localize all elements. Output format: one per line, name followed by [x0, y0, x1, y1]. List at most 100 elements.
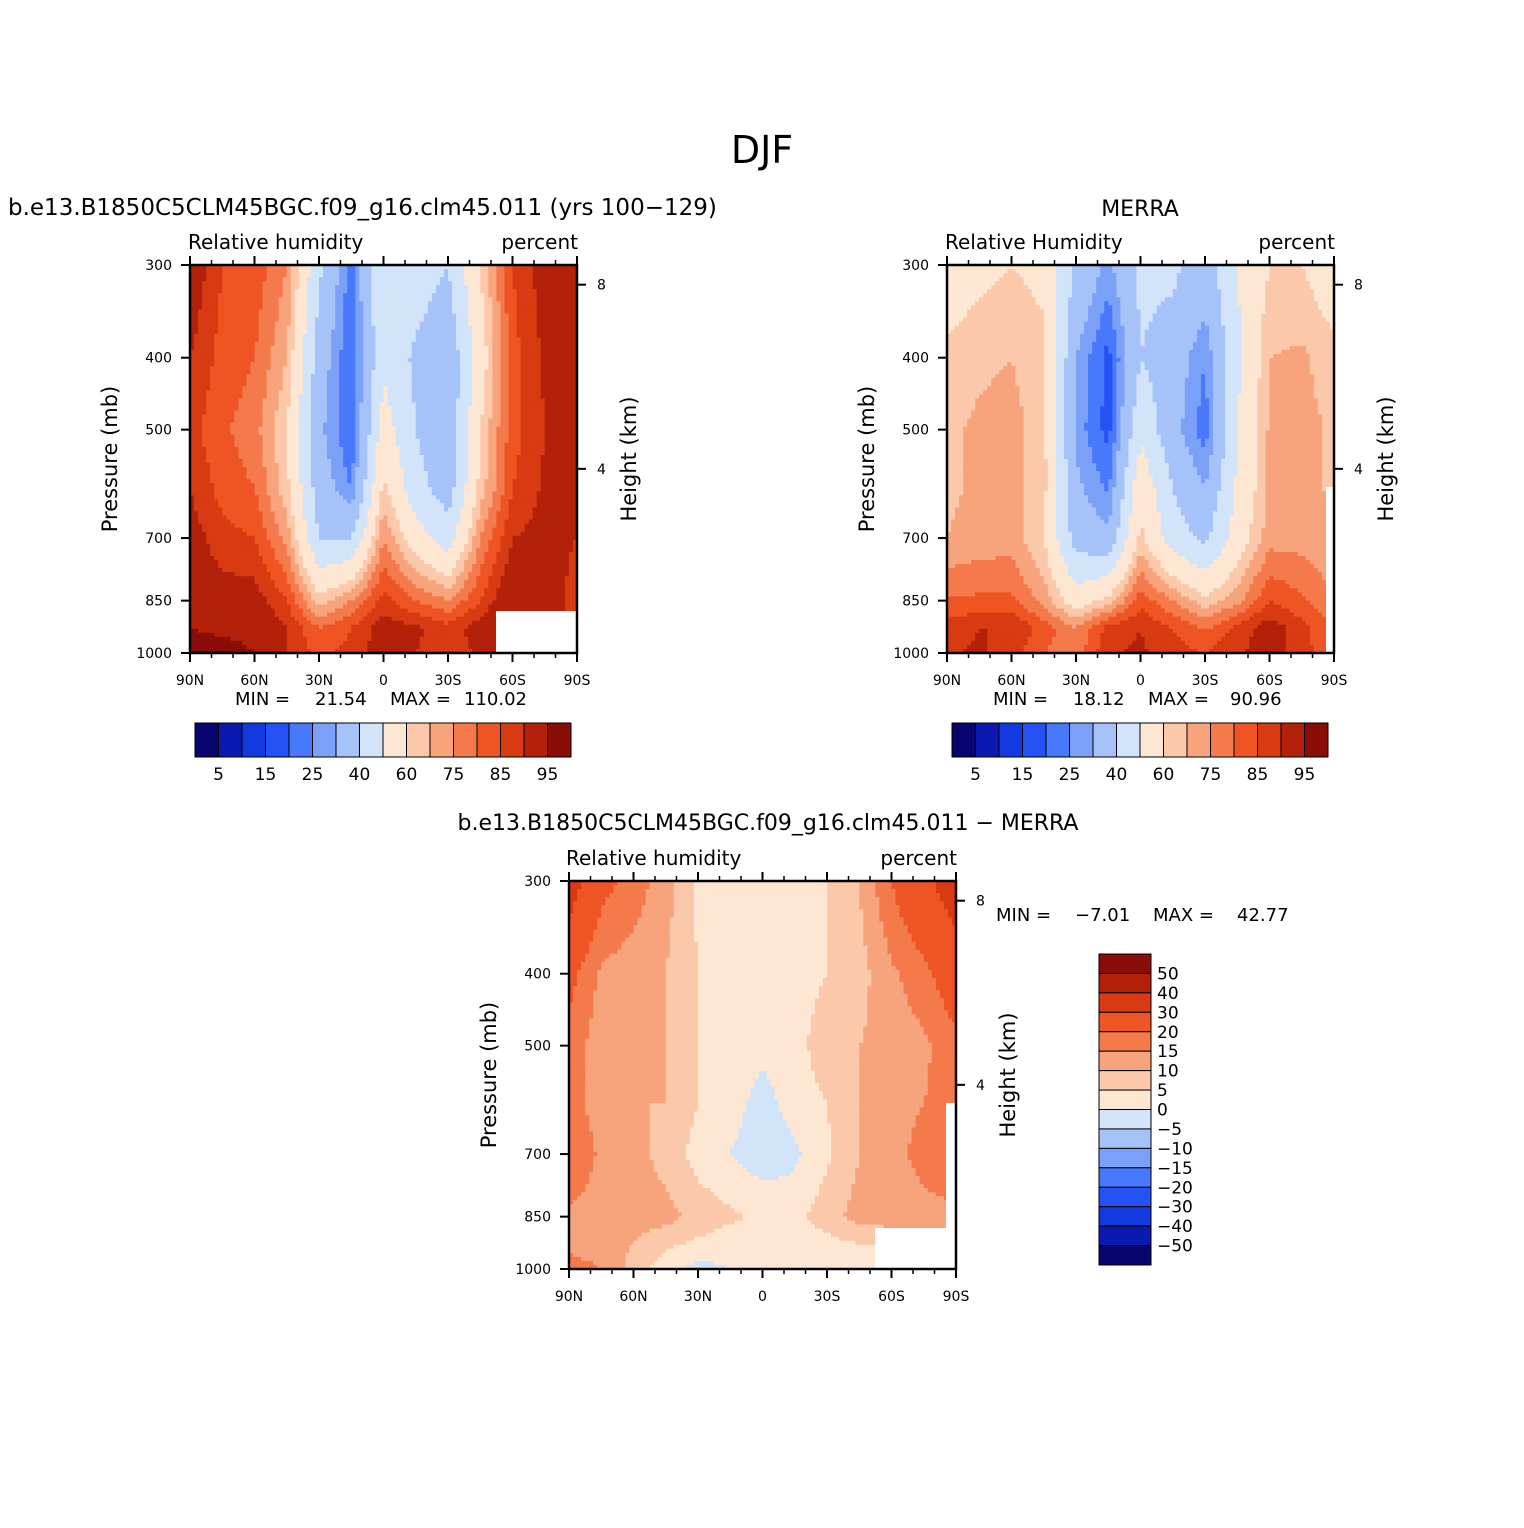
contour-cell: [270, 390, 276, 395]
contour-cell: [427, 446, 433, 452]
contour-cell: [331, 394, 336, 399]
contour-cell: [572, 325, 577, 331]
contour-cell: [488, 265, 493, 270]
contour-cell: [383, 390, 389, 395]
contour-cell: [314, 454, 320, 460]
contour-cell: [504, 402, 510, 408]
contour-cell: [210, 289, 215, 294]
contour-cell: [375, 430, 381, 436]
contour-cell: [294, 406, 300, 412]
contour-cell: [355, 450, 360, 456]
contour-cell: [359, 273, 364, 278]
contour-cell: [262, 414, 268, 420]
contour-cell: [343, 309, 348, 315]
contour-cell: [500, 301, 506, 307]
contour-cell: [230, 463, 235, 468]
contour-cell: [415, 265, 421, 270]
contour-cell: [464, 426, 469, 432]
contour-cell: [439, 402, 445, 408]
contour-cell: [351, 382, 356, 387]
contour-cell: [556, 370, 562, 375]
contour-cell: [516, 394, 522, 399]
contour-cell: [294, 362, 300, 367]
contour-cell: [476, 446, 481, 452]
contour-cell: [323, 438, 328, 444]
contour-cell: [383, 394, 389, 399]
contour-cell: [536, 390, 542, 395]
contour-cell: [339, 463, 344, 468]
contour-cell: [391, 297, 397, 302]
contour-cell: [310, 277, 316, 282]
contour-cell: [323, 293, 328, 298]
contour-cell: [456, 293, 461, 298]
contour-cell: [302, 438, 308, 444]
contour-cell: [290, 309, 296, 315]
contour-cell: [282, 446, 288, 452]
contour-cell: [359, 317, 364, 323]
contour-cell: [323, 305, 328, 311]
contour-cell: [568, 370, 574, 375]
contour-cell: [496, 301, 502, 307]
contour-cell: [363, 345, 368, 351]
contour-cell: [528, 454, 534, 460]
contour-cell: [339, 471, 344, 476]
contour-cell: [524, 454, 530, 460]
contour-cell: [403, 289, 409, 294]
contour-cell: [387, 370, 393, 375]
contour-cell: [560, 438, 566, 444]
contour-cell: [367, 390, 373, 395]
contour-cell: [319, 317, 324, 323]
contour-cell: [274, 418, 280, 424]
contour-cell: [488, 382, 493, 387]
contour-cell: [319, 345, 324, 351]
contour-cell: [319, 337, 324, 343]
contour-cell: [363, 382, 368, 387]
contour-cell: [419, 265, 425, 270]
contour-cell: [464, 353, 469, 359]
contour-cell: [359, 463, 364, 468]
contour-cell: [403, 463, 409, 468]
contour-cell: [371, 362, 377, 367]
contour-cell: [407, 366, 413, 371]
contour-cell: [496, 414, 502, 420]
contour-cell: [254, 374, 260, 379]
contour-cell: [415, 374, 421, 379]
contour-cell: [262, 345, 268, 351]
contour-cell: [556, 422, 562, 428]
contour-cell: [540, 438, 546, 444]
contour-cell: [355, 370, 360, 375]
contour-cell: [226, 293, 231, 298]
contour-cell: [464, 418, 469, 424]
contour-cell: [314, 467, 320, 472]
contour-cell: [274, 297, 280, 302]
contour-cell: [480, 337, 485, 343]
contour-cell: [528, 438, 534, 444]
contour-cell: [431, 321, 437, 327]
contour-cell: [323, 357, 328, 363]
contour-cell: [448, 434, 453, 440]
contour-cell: [254, 386, 260, 391]
contour-cell: [214, 430, 219, 436]
contour-cell: [274, 370, 280, 375]
contour-cell: [347, 353, 352, 359]
contour-cell: [230, 434, 235, 440]
contour-cell: [516, 418, 522, 424]
contour-cell: [528, 422, 534, 428]
contour-cell: [460, 386, 465, 391]
contour-cell: [540, 410, 546, 416]
contour-cell: [351, 285, 356, 290]
contour-cell: [226, 325, 231, 331]
contour-cell: [500, 277, 506, 282]
contour-cell: [456, 386, 461, 391]
contour-cell: [274, 317, 280, 323]
contour-cell: [544, 357, 550, 363]
contour-cell: [488, 301, 493, 307]
contour-cell: [452, 454, 457, 460]
contour-cell: [560, 289, 566, 294]
contour-cell: [210, 265, 215, 270]
contour-cell: [351, 366, 356, 371]
contour-cell: [210, 467, 215, 472]
contour-cell: [359, 374, 364, 379]
contour-cell: [206, 269, 211, 274]
contour-cell: [452, 329, 457, 335]
